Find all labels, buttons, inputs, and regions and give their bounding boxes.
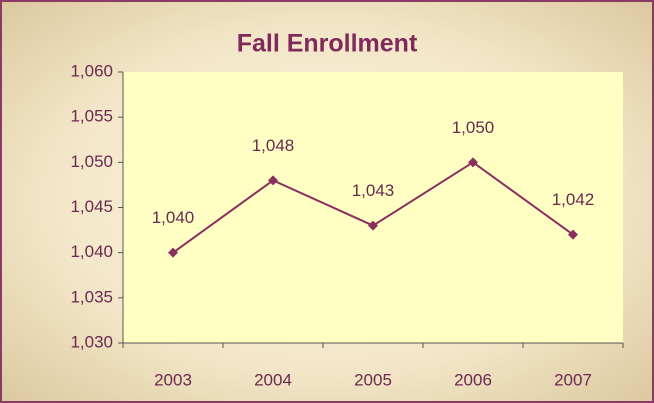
data-label: 1,048 bbox=[252, 136, 295, 155]
y-tick-label: 1,035 bbox=[70, 287, 113, 306]
marker bbox=[168, 247, 178, 258]
marker bbox=[468, 157, 478, 168]
y-tick-label: 1,040 bbox=[70, 242, 113, 261]
y-tick-label: 1,060 bbox=[70, 61, 113, 80]
data-label: 1,043 bbox=[352, 181, 395, 200]
y-tick-label: 1,050 bbox=[70, 152, 113, 171]
y-tick-label: 1,055 bbox=[70, 107, 113, 126]
x-tick-label: 2007 bbox=[554, 370, 592, 389]
data-label: 1,050 bbox=[452, 118, 495, 137]
marker bbox=[568, 229, 578, 240]
y-tick-label: 1,030 bbox=[70, 332, 113, 351]
plot-area bbox=[123, 72, 623, 343]
data-label: 1,040 bbox=[152, 208, 195, 227]
x-tick-label: 2006 bbox=[454, 370, 492, 389]
marker bbox=[368, 220, 378, 231]
data-label: 1,042 bbox=[552, 190, 595, 209]
x-tick-label: 2004 bbox=[254, 370, 292, 389]
y-tick-label: 1,045 bbox=[70, 197, 113, 216]
x-tick-label: 2003 bbox=[154, 370, 192, 389]
chart-title: Fall Enrollment bbox=[237, 30, 418, 58]
x-tick-label: 2005 bbox=[354, 370, 392, 389]
marker bbox=[268, 175, 278, 186]
